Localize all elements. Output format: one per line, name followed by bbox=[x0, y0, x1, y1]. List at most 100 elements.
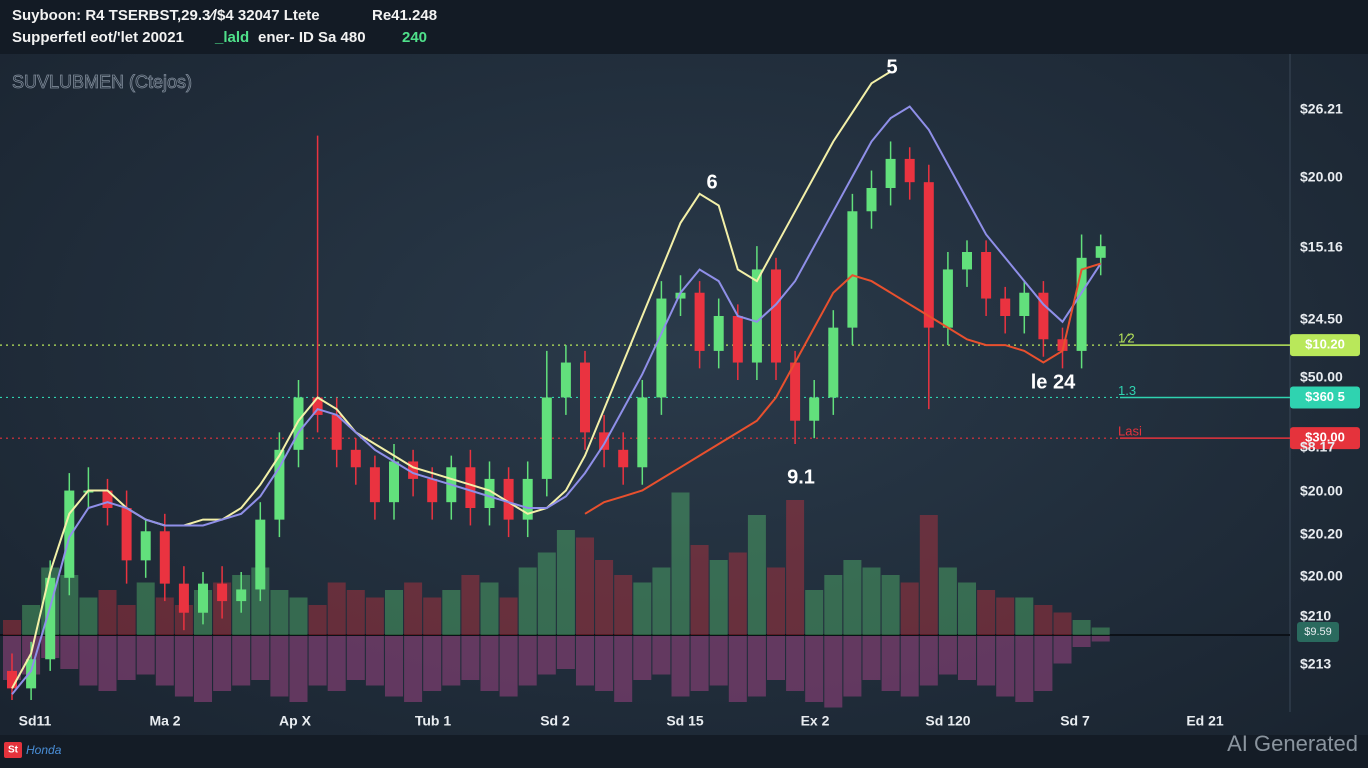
volume-bar bbox=[671, 492, 690, 635]
candle-body bbox=[427, 478, 438, 503]
oscillator-bar bbox=[652, 636, 671, 675]
annotation: 6 bbox=[706, 171, 717, 193]
oscillator-bar bbox=[308, 636, 327, 686]
candle-body bbox=[618, 449, 629, 468]
oscillator-bar bbox=[98, 636, 117, 691]
oscillator-bar bbox=[614, 636, 633, 702]
candle-body bbox=[809, 397, 820, 421]
candle-body bbox=[7, 670, 17, 689]
volume-bar bbox=[480, 582, 499, 635]
x-axis-label: Sd 15 bbox=[666, 713, 704, 729]
candle-body bbox=[350, 449, 361, 468]
volume-bar bbox=[442, 590, 461, 635]
candle-body bbox=[293, 397, 304, 450]
oscillator-bar bbox=[958, 636, 976, 680]
candle-body bbox=[847, 211, 858, 328]
volume-bar bbox=[404, 582, 423, 635]
oscillator-bar bbox=[442, 636, 461, 686]
price-tag-box bbox=[1290, 427, 1360, 450]
candle-body bbox=[541, 397, 552, 479]
volume-bar bbox=[1053, 612, 1072, 635]
oscillator-bar bbox=[518, 636, 537, 686]
oscillator-bar bbox=[900, 636, 919, 697]
candle-body bbox=[675, 292, 686, 299]
volume-bar bbox=[461, 575, 480, 635]
candle-body bbox=[45, 577, 56, 660]
oscillator-bar bbox=[174, 636, 193, 697]
level-marker: 1⁄2 bbox=[1118, 331, 1135, 346]
volume-bar bbox=[1034, 605, 1053, 635]
volume-bar bbox=[767, 567, 785, 635]
y-axis-label: $20.00 bbox=[1300, 483, 1343, 499]
candle-body bbox=[369, 467, 380, 503]
candle-body bbox=[942, 269, 953, 328]
candle-body bbox=[102, 490, 113, 508]
candle-body bbox=[121, 508, 132, 561]
volume-bar bbox=[117, 605, 136, 635]
oscillator-bar bbox=[1053, 636, 1072, 664]
volume-bar bbox=[996, 597, 1015, 635]
candle-body bbox=[923, 182, 934, 328]
y-axis-label: $20.20 bbox=[1300, 526, 1343, 542]
volume-bar bbox=[958, 582, 976, 635]
price-tag-box bbox=[1290, 386, 1360, 409]
volume-bar bbox=[136, 582, 155, 635]
volume-bar bbox=[690, 545, 709, 635]
volume-bar bbox=[786, 500, 805, 635]
ai-watermark: AI Generated bbox=[1227, 731, 1358, 756]
volume-bar bbox=[346, 590, 365, 635]
logo-badge: St bbox=[8, 745, 19, 756]
annotation: le 24 bbox=[1031, 371, 1076, 393]
volume-bar bbox=[919, 515, 938, 635]
x-axis-label: Sd 7 bbox=[1060, 713, 1090, 729]
candle-body bbox=[198, 583, 208, 613]
candle-body bbox=[1019, 292, 1030, 316]
volume-bar bbox=[365, 597, 384, 635]
volume-bar bbox=[385, 590, 403, 635]
volume-bar bbox=[22, 605, 41, 635]
oscillator-bar bbox=[996, 636, 1015, 697]
header-text: _lald bbox=[214, 29, 249, 46]
volume-bar bbox=[805, 590, 824, 635]
volume-bar bbox=[98, 590, 117, 635]
candle-body bbox=[255, 519, 266, 590]
oscillator-bar bbox=[404, 636, 423, 702]
candle-body bbox=[331, 414, 342, 450]
candle-body bbox=[885, 158, 896, 188]
oscillator-bar bbox=[595, 636, 614, 691]
candle-body bbox=[1095, 246, 1106, 258]
candle-body bbox=[522, 478, 533, 520]
oscillator-bar bbox=[1072, 636, 1091, 647]
annotation: 9.1 bbox=[787, 466, 815, 488]
volume-bar bbox=[60, 575, 79, 635]
price-tag-box bbox=[1290, 334, 1360, 357]
moving-average-line bbox=[584, 262, 1101, 515]
volume-bar bbox=[518, 567, 537, 635]
candle-body bbox=[236, 589, 247, 602]
volume-bar bbox=[824, 575, 843, 635]
candle-body bbox=[962, 252, 972, 270]
volume-bar bbox=[499, 597, 518, 635]
volume-bar bbox=[709, 560, 728, 635]
moving-average-line bbox=[11, 105, 1102, 695]
oscillator-bar bbox=[60, 636, 79, 669]
header-text: Re41.248 bbox=[372, 7, 437, 24]
oscillator-bar bbox=[938, 636, 957, 675]
volume-bar bbox=[938, 567, 957, 635]
logo: Honda bbox=[26, 743, 62, 757]
candle-body bbox=[713, 316, 724, 351]
volume-bar bbox=[652, 567, 671, 635]
candle-body bbox=[159, 531, 170, 584]
header-text: Suyboon: R4 TSERBST,29.3⁄/$4 32047 Ltete bbox=[12, 7, 320, 24]
candle-body bbox=[732, 316, 743, 363]
footer-bar bbox=[0, 735, 1368, 768]
oscillator-bar bbox=[690, 636, 709, 691]
oscillator-bar bbox=[117, 636, 136, 680]
oscillator-bar bbox=[155, 636, 174, 686]
candle-body bbox=[465, 467, 476, 508]
volume-bar bbox=[1072, 620, 1091, 635]
candle-body bbox=[560, 362, 571, 398]
y-axis-label: $213 bbox=[1300, 656, 1331, 672]
candle-body bbox=[599, 432, 610, 450]
